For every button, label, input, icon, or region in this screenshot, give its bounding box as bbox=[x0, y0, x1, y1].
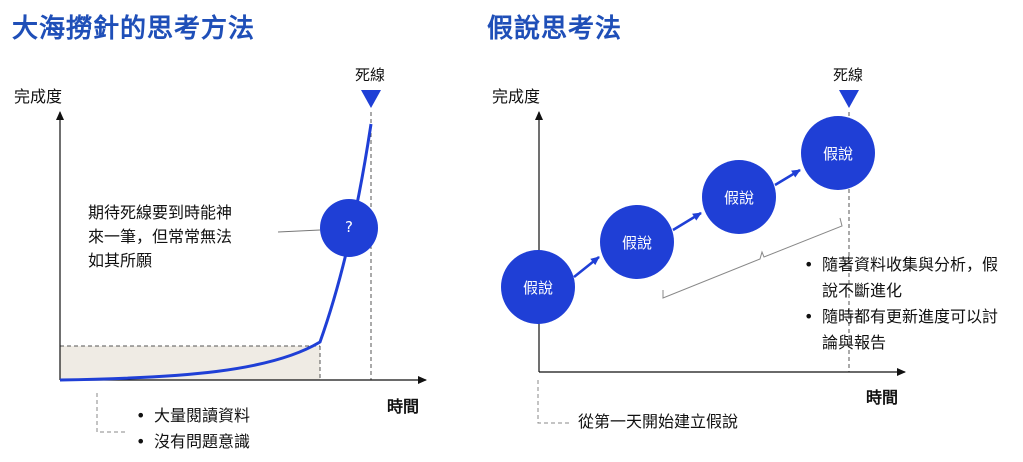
left-note-line-2: 來一筆，但常常無法 bbox=[88, 227, 233, 246]
left-diagram bbox=[56, 90, 427, 433]
left-deadline-label: 死線 bbox=[355, 66, 386, 84]
hypothesis-label-3: 假說 bbox=[723, 189, 754, 207]
hypothesis-arrow-1 bbox=[573, 256, 600, 278]
right-brace bbox=[662, 217, 843, 299]
hypothesis-circle-1 bbox=[501, 250, 575, 324]
left-bullet-item: 大量閱讀資料 bbox=[132, 403, 250, 429]
left-note-connector bbox=[277, 229, 321, 233]
left-y-axis-label: 完成度 bbox=[14, 87, 63, 106]
right-diagram bbox=[501, 90, 906, 424]
left-question-label: ? bbox=[345, 218, 353, 236]
left-note-line-3: 如其所願 bbox=[88, 251, 153, 270]
left-bullet-item: 沒有問題意識 bbox=[132, 429, 250, 455]
right-y-axis-label: 完成度 bbox=[492, 87, 541, 106]
right-deadline-label: 死線 bbox=[833, 66, 864, 84]
hypothesis-circle-4 bbox=[801, 116, 875, 190]
right-bullet-list: 隨著資料收集與分析，假說不斷進化 隨時都有更新進度可以討論與報告 bbox=[800, 252, 1012, 356]
right-title: 假說思考法 bbox=[487, 14, 623, 44]
right-bullet-item: 隨著資料收集與分析，假說不斷進化 bbox=[800, 252, 1012, 304]
left-question-circle bbox=[320, 199, 378, 257]
hypothesis-label-1: 假說 bbox=[522, 279, 553, 297]
left-bullet-list: 大量閱讀資料 沒有問題意識 bbox=[132, 403, 250, 455]
right-bullet-item: 隨時都有更新進度可以討論與報告 bbox=[800, 304, 1012, 356]
left-bullet-bracket bbox=[96, 393, 128, 433]
hypothesis-circle-3 bbox=[702, 160, 776, 234]
hypothesis-arrow-2 bbox=[672, 211, 702, 232]
right-bottom-note: 從第一天開始建立假說 bbox=[578, 412, 739, 431]
left-title: 大海撈針的思考方法 bbox=[12, 14, 256, 44]
right-x-axis-label: 時間 bbox=[866, 388, 899, 407]
left-note-line-1: 期待死線要到時能神 bbox=[88, 203, 233, 222]
right-note-bracket bbox=[537, 380, 569, 424]
hypothesis-label-2: 假說 bbox=[621, 234, 652, 252]
left-x-axis-label: 時間 bbox=[387, 397, 420, 416]
hypothesis-arrow-3 bbox=[774, 168, 801, 187]
left-deadline-marker bbox=[361, 90, 381, 108]
left-note: 期待死線要到時能神 來一筆，但常常無法 如其所願 bbox=[88, 201, 232, 273]
hypothesis-circle-2 bbox=[600, 205, 674, 279]
right-deadline-marker bbox=[839, 90, 859, 108]
hypothesis-label-4: 假說 bbox=[822, 145, 853, 163]
